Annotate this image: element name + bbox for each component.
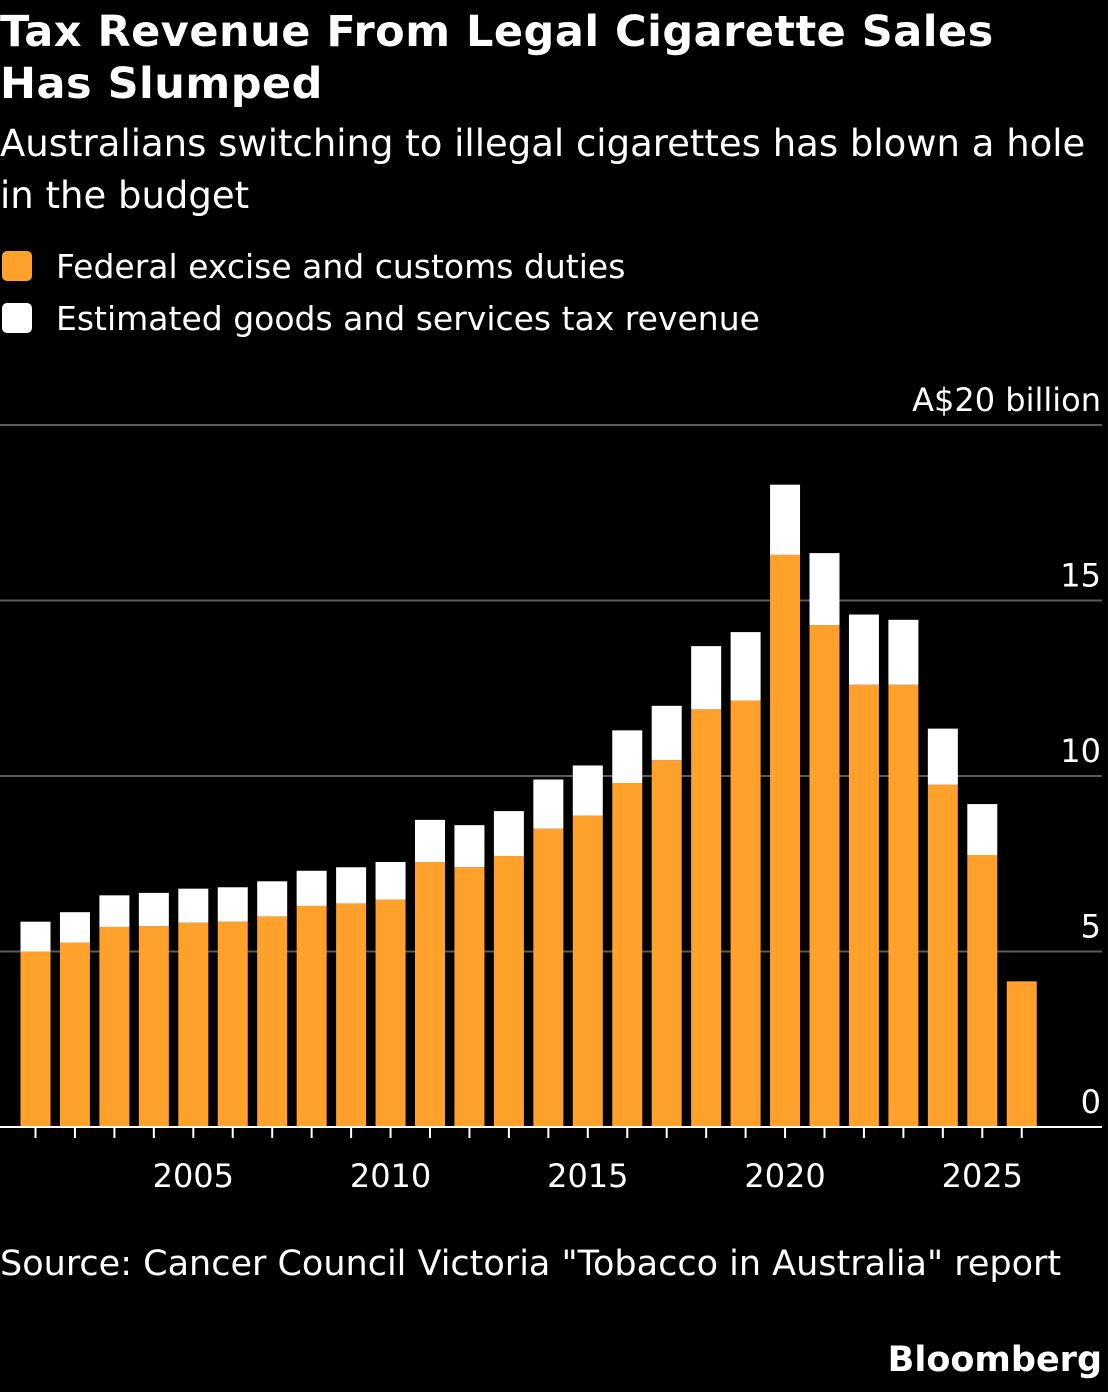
y-tick-label-15: 15: [1060, 557, 1101, 595]
legend-swatch-excise: [2, 251, 32, 281]
bar-excise-2004: [138, 926, 169, 1127]
bar-gst-2014: [533, 779, 564, 829]
bar-excise-2010: [375, 899, 406, 1127]
bar-gst-2009: [336, 867, 367, 904]
legend: Federal excise and customs duties Estima…: [0, 240, 760, 344]
bar-excise-2011: [415, 861, 445, 1127]
y-tick-label-10: 10: [1060, 732, 1101, 770]
bar-gst-2003: [99, 895, 130, 927]
y-tick-labels: 0 5 10 15 A$20 billion: [912, 381, 1101, 1121]
bar-excise-2003: [99, 926, 130, 1127]
x-tick-label-2005: 2005: [153, 1157, 234, 1195]
bar-excise-2007: [257, 916, 288, 1127]
bar-gst-2002: [59, 912, 90, 943]
bar-excise-2022: [848, 684, 879, 1127]
bar-excise-2017: [651, 760, 682, 1127]
chart-title: Tax Revenue From Legal Cigarette Sales H…: [0, 7, 994, 109]
source-note: Source: Cancer Council Victoria "Tobacco…: [0, 1244, 1062, 1284]
bar-gst-2025: [967, 804, 998, 855]
bar-excise-2013: [493, 856, 524, 1127]
bar-gst-2017: [651, 705, 682, 761]
bar-excise-2019: [730, 700, 761, 1127]
bar-excise-2023: [888, 684, 919, 1127]
bar-gst-2018: [691, 646, 722, 710]
bar-excise-2020: [770, 554, 801, 1127]
bar-gst-2024: [927, 728, 958, 785]
bar-excise-2001: [20, 951, 51, 1127]
bar-gst-2007: [257, 881, 288, 917]
bar-gst-2004: [138, 892, 169, 927]
y-tick-label-20: A$20 billion: [912, 381, 1101, 419]
bar-gst-2006: [217, 887, 248, 922]
legend-label-excise: Federal excise and customs duties: [56, 246, 626, 286]
bar-gst-2010: [375, 861, 406, 900]
bar-excise-2008: [296, 905, 327, 1127]
bar-excise-2025: [967, 854, 998, 1127]
x-tick-label-2025: 2025: [942, 1157, 1023, 1195]
bar-gst-2020: [770, 484, 801, 555]
bar-excise-2024: [927, 784, 958, 1127]
bar-gst-2005: [178, 888, 209, 923]
bars: [20, 484, 1037, 1127]
bar-gst-2016: [612, 730, 643, 784]
legend-label-gst: Estimated goods and services tax revenue: [56, 298, 760, 338]
bar-excise-2009: [336, 903, 367, 1127]
bar-excise-2006: [217, 921, 248, 1127]
x-tick-labels: 2005 2010 2015 2020 2025: [153, 1157, 1023, 1195]
bar-excise-2002: [59, 942, 90, 1127]
bar-excise-2018: [691, 709, 722, 1127]
x-tick-label-2015: 2015: [547, 1157, 628, 1195]
bar-gst-2001: [20, 921, 51, 952]
bar-gst-2023: [888, 619, 919, 685]
bar-gst-2021: [809, 553, 840, 626]
x-tick-label-2020: 2020: [744, 1157, 825, 1195]
bar-gst-2008: [296, 870, 327, 906]
legend-item-excise: Federal excise and customs duties: [0, 240, 760, 292]
bar-gst-2013: [493, 811, 524, 857]
x-axis: [0, 1126, 1102, 1138]
bar-gst-2015: [572, 765, 603, 816]
y-tick-label-0: 0: [1081, 1083, 1101, 1121]
legend-item-gst: Estimated goods and services tax revenue: [0, 292, 760, 344]
bar-excise-2026: [1006, 981, 1037, 1127]
bloomberg-logo: Bloomberg: [887, 1340, 1102, 1380]
bar-gst-2012: [454, 825, 485, 868]
y-tick-label-5: 5: [1081, 908, 1101, 946]
bar-excise-2021: [809, 625, 840, 1127]
bar-excise-2005: [178, 922, 209, 1127]
bar-excise-2016: [612, 783, 643, 1127]
bar-gst-2022: [848, 614, 879, 685]
bar-excise-2012: [454, 867, 485, 1127]
bar-chart: 0 5 10 15 A$20 billion 2005 2010 2015 2020 2025: [0, 381, 1102, 1195]
bar-gst-2011: [415, 819, 445, 862]
bar-gst-2019: [730, 632, 761, 701]
bar-excise-2014: [533, 828, 564, 1127]
legend-swatch-gst: [2, 303, 32, 333]
x-tick-label-2010: 2010: [350, 1157, 431, 1195]
bar-excise-2015: [572, 815, 603, 1127]
chart-subtitle: Australians switching to illegal cigaret…: [0, 122, 1086, 217]
